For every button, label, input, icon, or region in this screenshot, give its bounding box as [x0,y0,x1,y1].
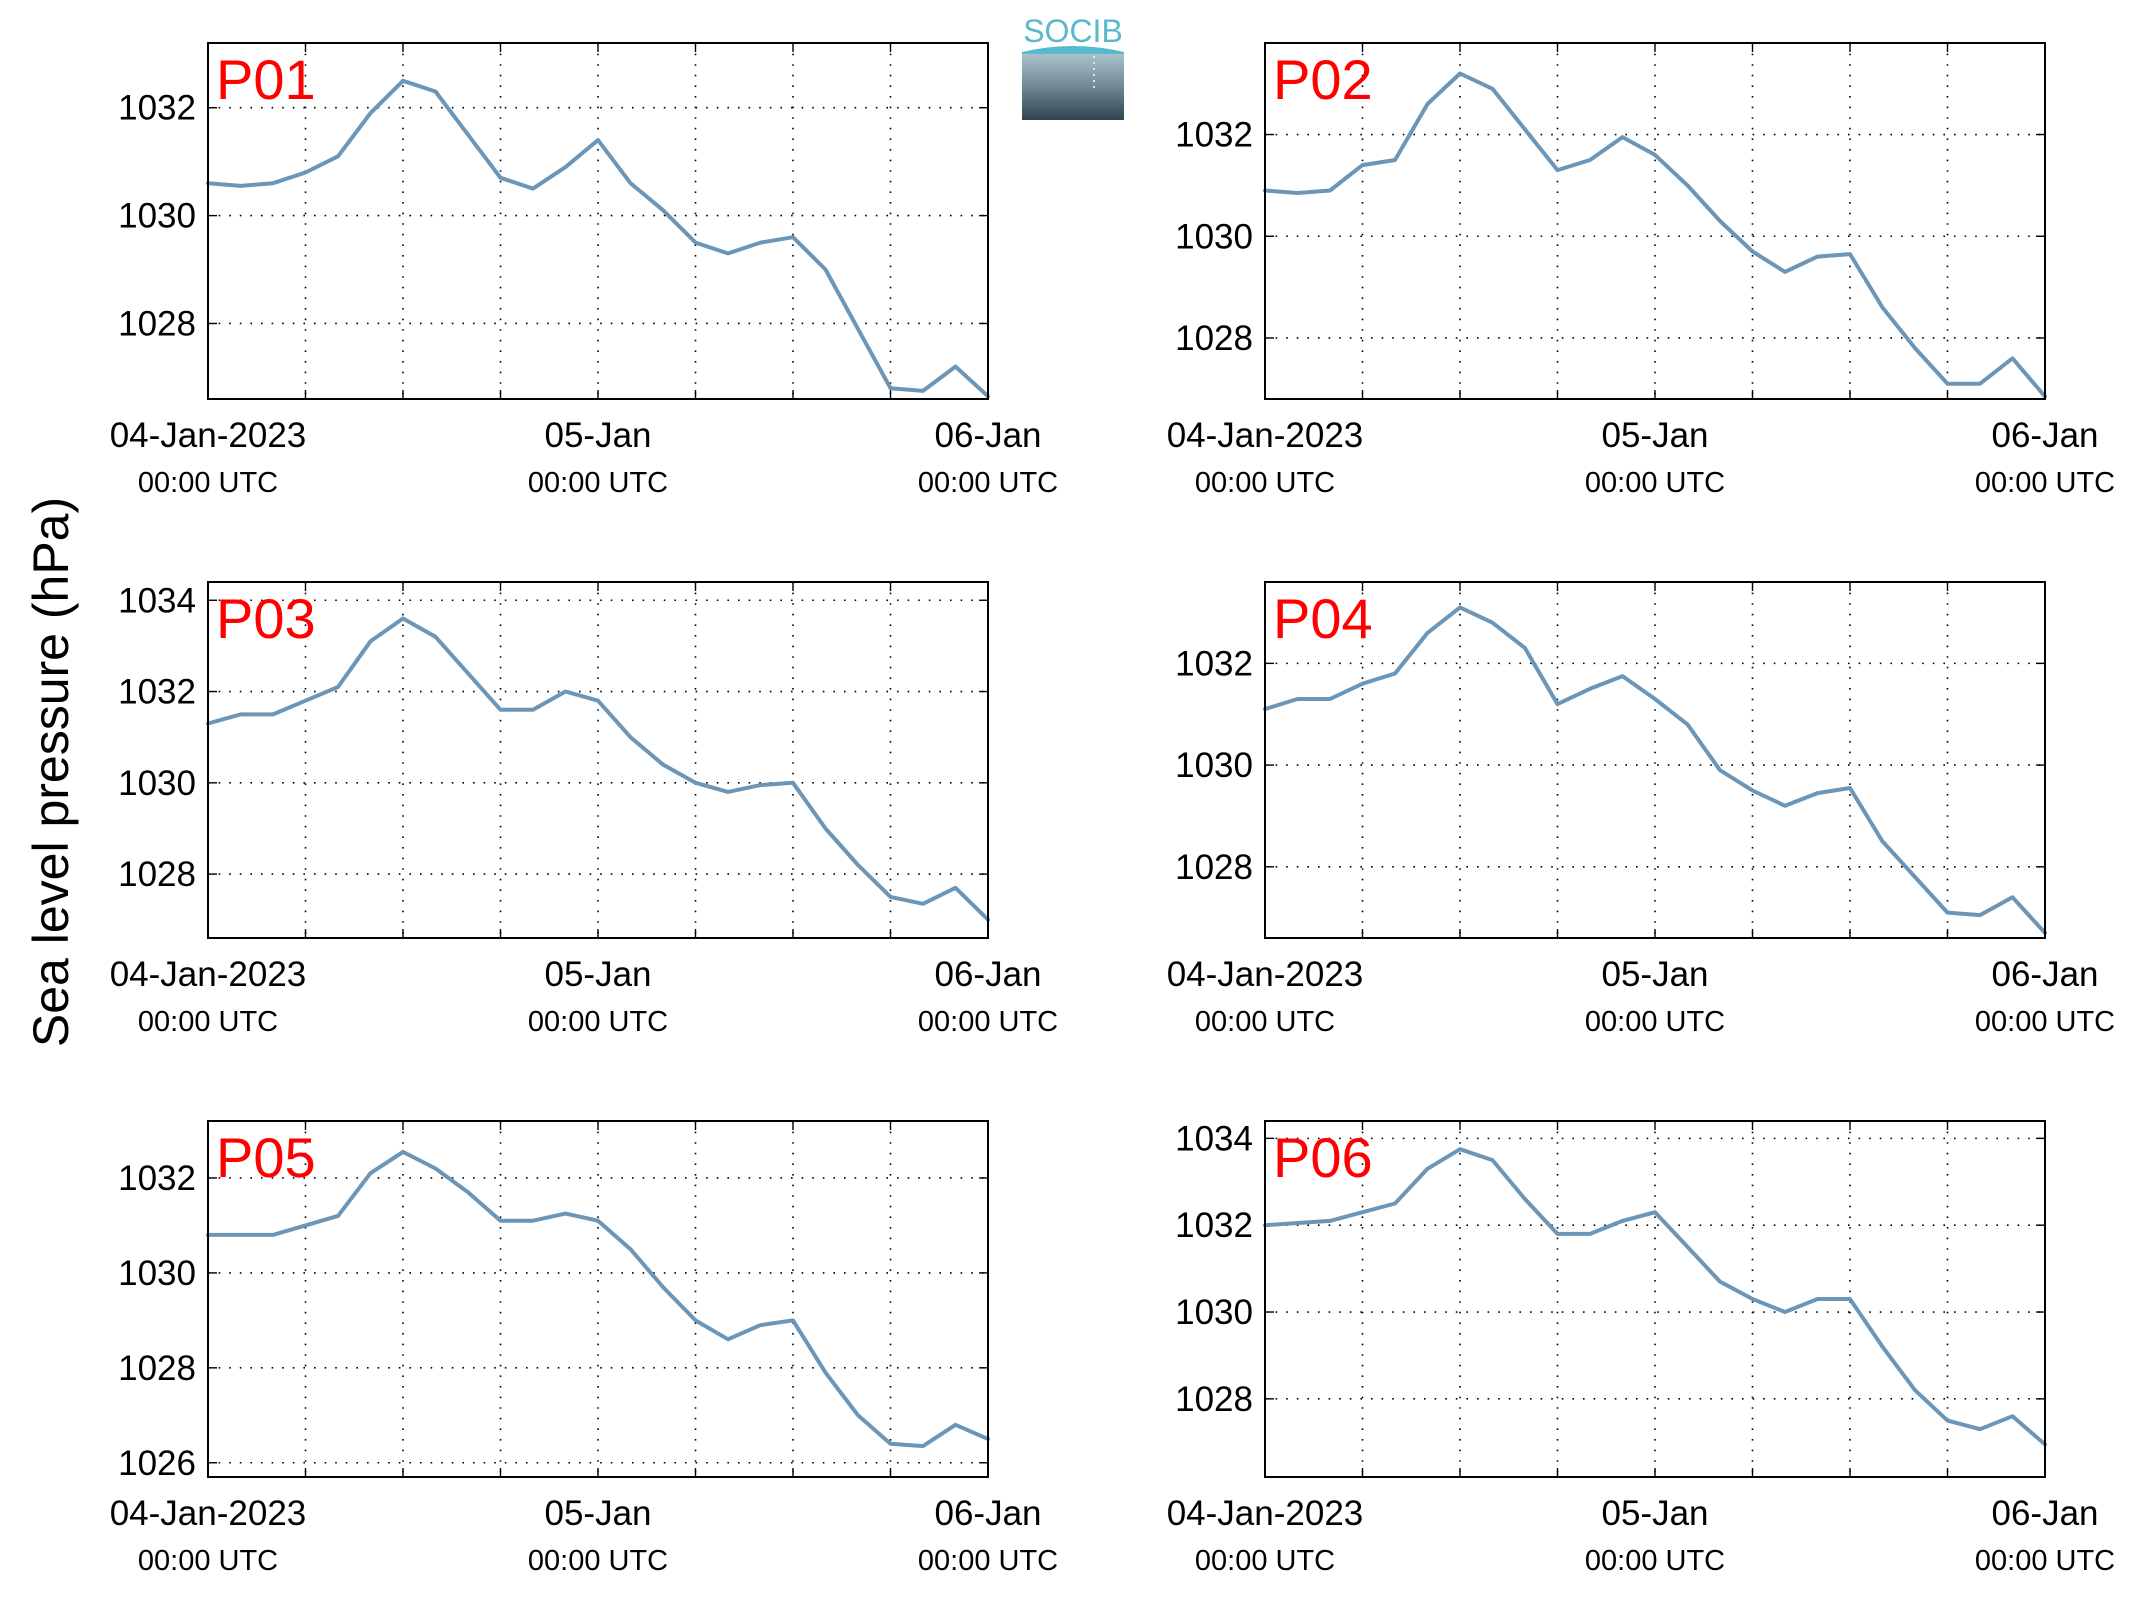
y-tick-label: 1030 [118,197,196,236]
chart-panel-6: 1028 1030 1032 1034 04-Jan-2023 00:00 UTC 05-J… [1167,1119,2115,1577]
panel-label: P04 [1273,587,1373,650]
series-line [206,1149,990,1449]
y-tick-label: 1028 [118,1349,196,1388]
x-tick-label: 05-Jan [1601,1494,1708,1533]
y-tick-label: 1034 [1175,1119,1253,1158]
x-tick-sublabel: 00:00 UTC [1975,1006,2115,1038]
x-tick-sublabel: 00:00 UTC [918,1006,1058,1038]
x-tick-sublabel: 00:00 UTC [528,1545,668,1577]
x-tick-sublabel: 00:00 UTC [918,467,1058,499]
x-tick-label: 04-Jan-2023 [110,955,307,994]
axes-frame [1264,42,2046,400]
y-tick-label: 1026 [118,1444,196,1483]
panel-label: P01 [216,48,316,111]
x-tick-label: 04-Jan-2023 [110,1494,307,1533]
axes-frame [207,581,989,939]
y-tick-label: 1034 [118,581,196,620]
y-tick-label: 1028 [1175,848,1253,887]
socib-logo-graphic: SOCIB [1022,13,1124,120]
axes-frame [1264,1120,2046,1478]
axes-frame [207,42,989,400]
series-line [206,616,990,922]
x-tick-label: 05-Jan [544,955,651,994]
chart-panel-2: 1028 1030 1032 04-Jan-2023 00:00 UTC 05-Jan 00… [1167,42,2115,499]
x-tick-label: 06-Jan [934,1494,1041,1533]
x-tick-label: 06-Jan [1991,955,2098,994]
x-tick-label: 06-Jan [934,955,1041,994]
x-tick-label: 06-Jan [1991,416,2098,455]
y-tick-label: 1032 [1175,116,1253,155]
series-line [206,78,990,399]
x-tick-sublabel: 00:00 UTC [1195,1006,1335,1038]
y-tick-label: 1030 [1175,746,1253,785]
x-tick-sublabel: 00:00 UTC [1585,1006,1725,1038]
x-tick-sublabel: 00:00 UTC [1975,1545,2115,1577]
x-tick-label: 04-Jan-2023 [110,416,307,455]
series-line [1263,71,2047,399]
x-tick-label: 05-Jan [544,1494,651,1533]
x-tick-label: 05-Jan [544,416,651,455]
x-tick-sublabel: 00:00 UTC [1195,467,1335,499]
socib-logo: SOCIB [1020,13,1126,122]
series-line [1263,605,2047,935]
y-axis-label: Sea level pressure (hPa) [23,497,79,1047]
x-tick-sublabel: 00:00 UTC [1585,467,1725,499]
y-tick-label: 1032 [118,89,196,128]
x-tick-label: 05-Jan [1601,416,1708,455]
y-tick-label: 1032 [118,673,196,712]
x-tick-sublabel: 00:00 UTC [918,1545,1058,1577]
chart-panel-5: 1026 1028 1030 1032 04-Jan-2023 00:00 UTC 05-J… [110,1120,1058,1577]
y-tick-label: 1030 [118,764,196,803]
x-tick-sublabel: 00:00 UTC [138,1545,278,1577]
x-tick-label: 06-Jan [1991,1494,2098,1533]
x-tick-label: 04-Jan-2023 [1167,955,1364,994]
x-tick-sublabel: 00:00 UTC [1195,1545,1335,1577]
panel-label: P06 [1273,1126,1373,1189]
panel-label: P05 [216,1126,316,1189]
y-tick-label: 1032 [1175,1206,1253,1245]
y-tick-label: 1030 [118,1254,196,1293]
y-tick-label: 1030 [1175,1293,1253,1332]
y-tick-label: 1032 [1175,644,1253,683]
x-tick-sublabel: 00:00 UTC [528,467,668,499]
chart-panel-3: 1028 1030 1032 1034 04-Jan-2023 00:00 UTC 05-J… [110,581,1058,1038]
panel-label: P02 [1273,48,1373,111]
panel-label: P03 [216,587,316,650]
x-tick-sublabel: 00:00 UTC [138,1006,278,1038]
chart-panel-4: 1028 1030 1032 04-Jan-2023 00:00 UTC 05-Jan 00… [1167,581,2115,1038]
chart-panels: 1028 1030 1032 04-Jan-2023 00:00 UTC 05-Jan 00… [110,42,2115,1577]
x-tick-sublabel: 00:00 UTC [528,1006,668,1038]
y-tick-label: 1028 [118,855,196,894]
y-tick-label: 1032 [118,1159,196,1198]
socib-logo-text: SOCIB [1023,14,1123,49]
x-tick-label: 06-Jan [934,416,1041,455]
axes-frame [1264,581,2046,939]
x-tick-label: 05-Jan [1601,955,1708,994]
x-tick-sublabel: 00:00 UTC [1975,467,2115,499]
y-tick-label: 1028 [1175,319,1253,358]
x-tick-sublabel: 00:00 UTC [1585,1545,1725,1577]
x-tick-label: 04-Jan-2023 [1167,416,1364,455]
y-tick-label: 1028 [118,304,196,343]
x-tick-sublabel: 00:00 UTC [138,467,278,499]
x-tick-label: 04-Jan-2023 [1167,1494,1364,1533]
series-line [1263,1147,2047,1447]
y-tick-label: 1028 [1175,1380,1253,1419]
chart-panel-1: 1028 1030 1032 04-Jan-2023 00:00 UTC 05-Jan 00… [110,42,1058,499]
axes-frame [207,1120,989,1478]
y-tick-label: 1030 [1175,217,1253,256]
